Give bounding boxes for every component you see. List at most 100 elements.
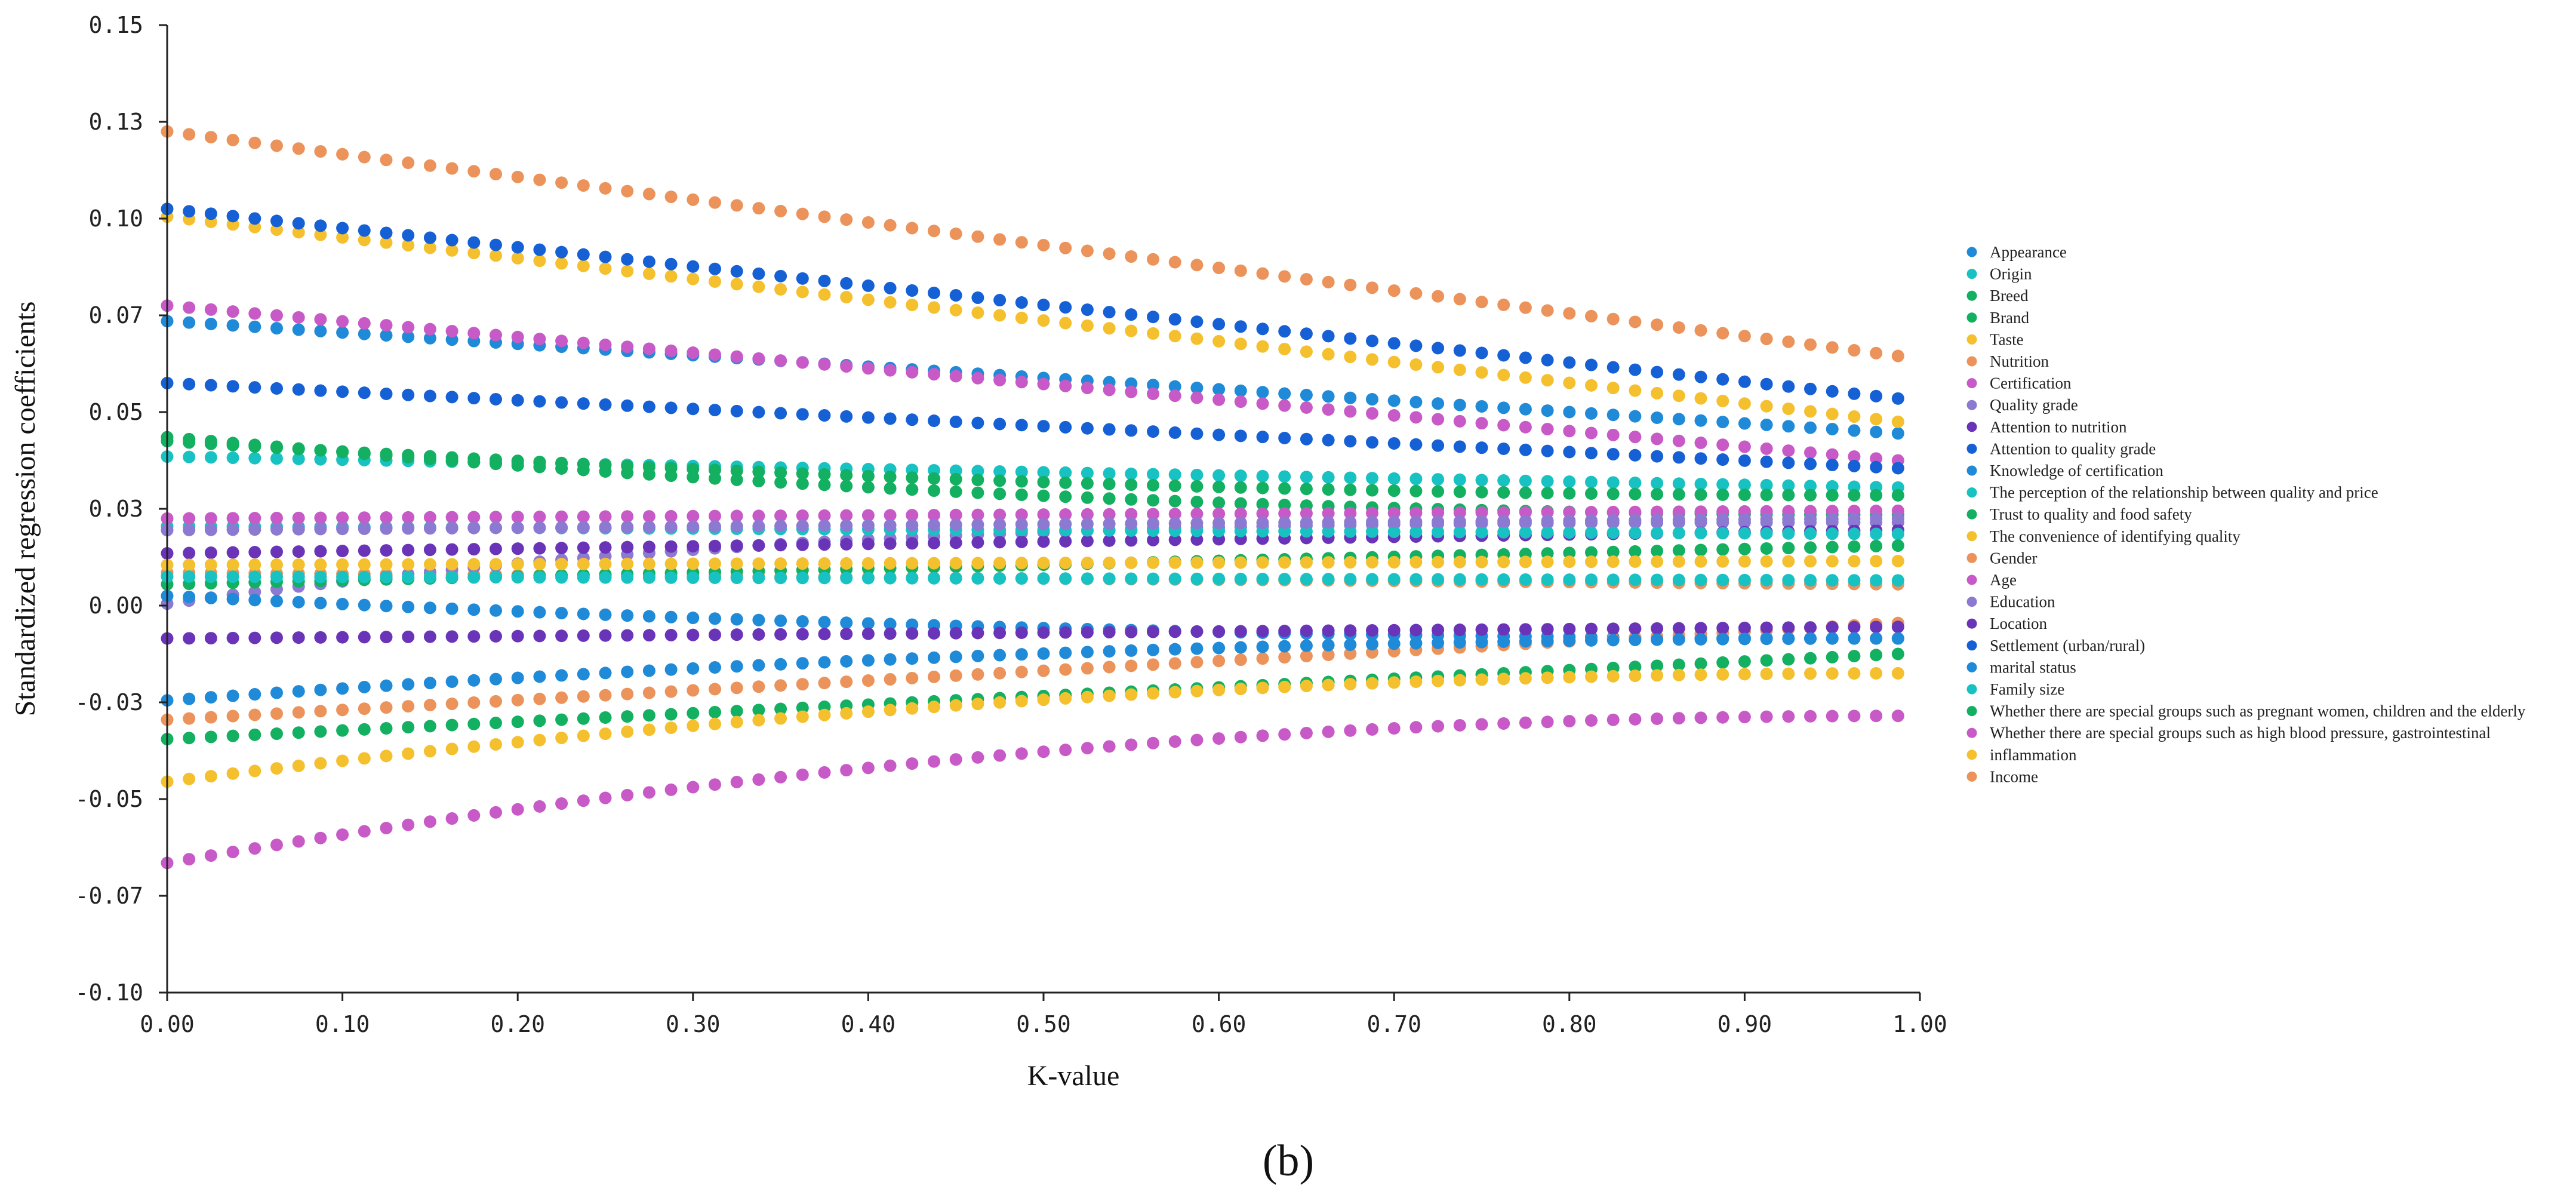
data-point [1651,669,1664,682]
data-point [1059,535,1072,548]
data-point [358,150,371,164]
data-point [1519,443,1532,456]
legend-entry: Income [1990,767,2038,785]
data-point [861,627,875,640]
data-point [555,607,568,620]
data-point [1606,408,1620,422]
legend-entry: The perception of the relationship betwe… [1990,484,2378,502]
data-point [1300,388,1313,401]
data-point [1891,349,1904,363]
data-point [248,728,261,741]
data-point [906,299,919,312]
data-point [1125,467,1138,480]
data-point [1366,525,1378,538]
data-point [971,751,984,764]
data-point [402,321,415,334]
data-point [1585,358,1598,371]
data-point [709,628,721,641]
data-point [1147,508,1159,521]
data-point [1256,340,1269,353]
data-point [1804,541,1817,554]
data-point [358,317,371,330]
data-point [949,303,962,317]
data-point [818,628,831,641]
data-point [1694,392,1707,405]
data-point [993,465,1007,478]
data-point [1541,354,1554,367]
data-point [1738,397,1751,410]
data-point [336,511,349,524]
data-point [1606,545,1620,558]
data-point [687,684,700,697]
data-point [1760,573,1773,586]
data-point [1366,407,1378,420]
data-point [1651,477,1664,490]
data-point [1870,346,1883,360]
data-point [949,753,962,766]
data-point [1672,368,1685,381]
data-point [1015,557,1028,570]
data-point [511,736,524,749]
data-point [664,685,678,698]
data-point [971,465,984,478]
data-point [1387,555,1401,569]
data-point [1672,477,1685,490]
data-point [1278,507,1291,520]
data-point [599,557,612,570]
data-point [1475,718,1488,731]
data-point [774,407,787,420]
data-point [1651,526,1664,539]
data-point [204,131,217,144]
data-point [1870,621,1883,634]
data-point [1585,546,1598,559]
data-point [1716,394,1729,407]
data-point [1037,626,1050,639]
legend-entry: inflammation [1990,746,2077,764]
data-point [1585,714,1598,727]
data-point [555,521,568,534]
data-point [292,685,305,698]
data-point [423,389,436,403]
data-point [971,230,984,243]
data-point [1256,322,1269,336]
data-point [467,809,481,822]
legend-marker [1966,640,1977,651]
data-point [1015,648,1028,661]
data-point [314,324,327,337]
data-point [1541,475,1554,488]
data-point [1103,625,1116,638]
data-point [1387,676,1401,689]
data-point [248,546,261,559]
data-point [1672,389,1685,403]
data-point [599,262,612,275]
data-point [664,610,678,623]
data-point [1826,621,1839,634]
data-point [402,451,415,464]
data-point [1585,622,1598,635]
data-point [1826,385,1839,398]
data-point [752,773,765,786]
data-point [1563,307,1576,320]
data-point [949,557,962,570]
data-point [445,602,458,615]
data-point [906,365,919,379]
data-point [1103,508,1116,521]
data-point [402,600,415,613]
data-point [292,452,305,465]
data-point [183,772,196,785]
data-point [928,572,940,585]
data-point [687,540,700,553]
data-point [1870,632,1883,645]
data-point [270,309,283,322]
data-point [884,219,897,232]
data-point [1563,356,1576,369]
data-point [774,354,787,367]
data-point [1256,640,1269,653]
data-point [1366,515,1378,529]
data-point [402,239,415,252]
data-point [1563,622,1576,635]
data-point [1212,732,1226,745]
legend-marker [1966,487,1977,498]
data-point [1037,647,1050,660]
data-point [1234,572,1247,585]
